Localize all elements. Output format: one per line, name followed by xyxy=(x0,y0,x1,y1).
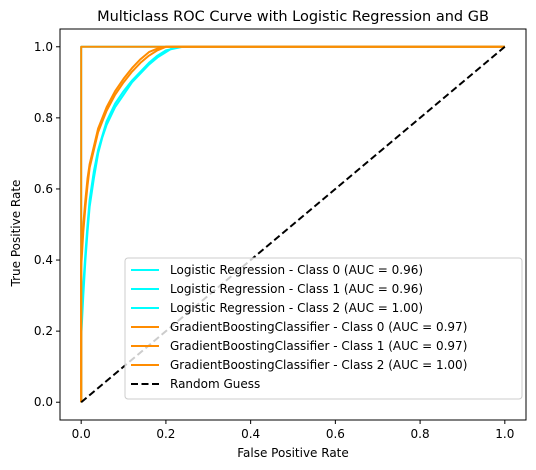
y-tick-label: 0.0 xyxy=(34,395,53,409)
chart-title: Multiclass ROC Curve with Logistic Regre… xyxy=(97,9,489,25)
legend-label: GradientBoostingClassifier - Class 2 (AU… xyxy=(170,358,467,372)
x-tick-label: 1.0 xyxy=(495,427,514,441)
x-tick-label: 0.2 xyxy=(156,427,175,441)
series-line-6 xyxy=(80,46,506,403)
x-axis-label: False Positive Rate xyxy=(237,446,349,460)
series-lines xyxy=(80,45,506,403)
legend-label: Logistic Regression - Class 1 (AUC = 0.9… xyxy=(170,282,423,296)
y-tick-label: 0.4 xyxy=(34,253,53,267)
y-tick-label: 0.8 xyxy=(34,111,53,125)
legend-box xyxy=(124,257,523,400)
x-tick-label: 0.4 xyxy=(241,427,260,441)
series-line-5 xyxy=(80,45,505,403)
legend-label: Logistic Regression - Class 0 (AUC = 0.9… xyxy=(170,263,423,277)
legend-label: Logistic Regression - Class 2 (AUC = 1.0… xyxy=(170,301,423,315)
legend: Logistic Regression - Class 0 (AUC = 0.9… xyxy=(124,257,523,400)
legend-label: Random Guess xyxy=(170,377,260,391)
axis-ticks: 0.0 0.2 0.4 0.6 0.8 1.0 0.0 0.2 0.4 0.6 0.8 1.0 xyxy=(34,40,514,441)
y-tick-label: 1.0 xyxy=(34,40,53,54)
plot-frame xyxy=(59,28,527,421)
x-tick-label: 0.8 xyxy=(411,427,430,441)
x-tick-label: 0.6 xyxy=(326,427,345,441)
y-tick-label: 0.6 xyxy=(34,182,53,196)
y-tick-label: 0.2 xyxy=(34,324,53,338)
y-axis-label: True Positive Rate xyxy=(9,180,23,288)
legend-label: GradientBoostingClassifier - Class 0 (AU… xyxy=(170,320,467,334)
legend-label: GradientBoostingClassifier - Class 1 (AU… xyxy=(170,339,467,353)
x-tick-label: 0.0 xyxy=(72,427,91,441)
